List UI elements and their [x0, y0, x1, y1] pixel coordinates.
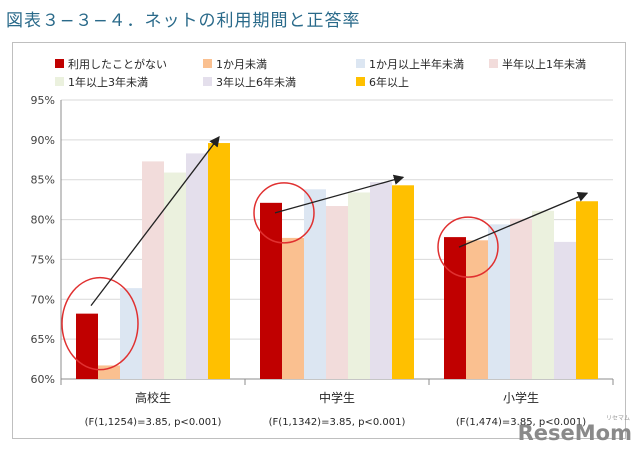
bar	[370, 182, 392, 379]
y-tick-label: 95%	[31, 94, 55, 107]
bar	[164, 172, 186, 379]
legend-label: 6年以上	[369, 75, 409, 89]
legend-swatch	[203, 59, 212, 68]
bar	[576, 201, 598, 379]
trend-arrow	[274, 174, 405, 214]
resemom-logo-sub: リセマム	[605, 415, 630, 422]
legend-label: 3年以上6年未満	[216, 75, 296, 89]
category-note: (F(1,1254)=3.85, p<0.001)	[85, 417, 222, 428]
legend-swatch	[55, 59, 64, 68]
x-category-label: 中学生	[319, 390, 355, 405]
bar	[76, 313, 98, 379]
chart-title: 図表３−３−４．ネットの利用期間と正答率	[6, 11, 361, 31]
trend-arrow	[90, 136, 220, 307]
chart-frame: 60% 65% 70% 75% 80% 85% 90% 95% 高校生 (F(1,1254)=3.…	[12, 42, 626, 439]
legend-swatch	[203, 77, 212, 86]
bar	[98, 365, 120, 379]
legend-label: 1年以上3年未満	[68, 75, 148, 89]
bar	[260, 202, 282, 379]
bar	[532, 210, 554, 379]
y-tick-label: 75%	[31, 253, 55, 266]
bar	[348, 192, 370, 379]
x-category-label: 高校生	[135, 390, 171, 405]
category-note: (F(1,1342)=3.85, p<0.001)	[269, 417, 406, 428]
bar	[120, 288, 142, 379]
bar	[488, 224, 510, 379]
legend-swatch	[489, 59, 498, 68]
highlight-ellipse	[61, 276, 139, 371]
highlight-ellipse	[253, 182, 315, 244]
bar	[466, 240, 488, 379]
bar	[142, 161, 164, 379]
legend-swatch	[55, 77, 64, 86]
resemom-logo: リセマム ReseMom	[517, 415, 632, 445]
y-tick-label: 85%	[31, 174, 55, 187]
resemom-logo-text: ReseMom	[517, 421, 632, 445]
y-tick-label: 80%	[31, 214, 55, 227]
highlight-ellipse	[437, 216, 499, 278]
legend-label: 1か月以上半年未満	[369, 57, 464, 71]
legend-label: 半年以上1年未満	[502, 57, 586, 71]
bar	[282, 237, 304, 379]
bar	[392, 185, 414, 379]
y-tick-label: 90%	[31, 134, 55, 147]
x-category-label: 小学生	[503, 390, 539, 405]
category-note: (F(1,474)=3.85, p<0.001)	[456, 417, 586, 428]
bar	[510, 218, 532, 379]
bar	[186, 153, 208, 379]
y-tick-label: 70%	[31, 293, 55, 306]
legend-swatch	[356, 59, 365, 68]
y-tick-label: 65%	[31, 333, 55, 346]
trend-arrow	[458, 191, 589, 248]
chart-svg: 60% 65% 70% 75% 80% 85% 90% 95% 高校生 (F(1,1254)=3.…	[31, 57, 614, 428]
bar	[304, 189, 326, 379]
bar	[444, 237, 466, 379]
y-tick-label: 60%	[31, 373, 55, 386]
legend-swatch	[356, 77, 365, 86]
legend-label: 1か月未満	[216, 58, 267, 71]
legend-label: 利用したことがない	[68, 57, 167, 71]
bar	[326, 206, 348, 379]
bar	[208, 143, 230, 379]
bar	[554, 241, 576, 379]
